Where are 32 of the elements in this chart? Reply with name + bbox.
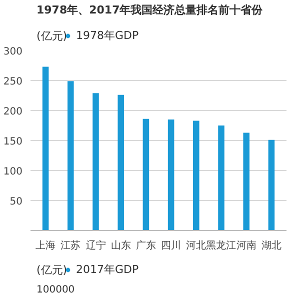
bar bbox=[68, 81, 74, 230]
y-axis-title: (亿元) bbox=[36, 30, 68, 42]
bar bbox=[218, 126, 224, 230]
bar bbox=[42, 66, 49, 230]
bar bbox=[193, 120, 200, 230]
legend-label: 1978年GDP bbox=[76, 28, 139, 43]
x-tick-label: 江苏 bbox=[60, 240, 81, 252]
x-tick-label: 山东 bbox=[110, 240, 131, 252]
x-tick-label: 河南 bbox=[236, 240, 256, 252]
y-tick-label: 250 bbox=[3, 76, 23, 88]
bar bbox=[142, 118, 150, 230]
y-tick-label: 100 bbox=[3, 166, 23, 178]
x-tick-label: 上海 bbox=[36, 240, 56, 252]
x-tick-label: 广东 bbox=[136, 240, 156, 252]
bar bbox=[118, 94, 124, 230]
y-tick-label: 150 bbox=[3, 136, 23, 148]
y-tick-label: 200 bbox=[3, 106, 23, 118]
y-tick-label: 300 bbox=[3, 46, 23, 58]
x-tick-label: 四川 bbox=[161, 240, 182, 252]
bar bbox=[92, 93, 99, 230]
bar bbox=[168, 120, 174, 230]
text: 100000 bbox=[36, 284, 75, 296]
x-tick-label: 湖北 bbox=[261, 240, 282, 252]
bar bbox=[268, 140, 275, 230]
y-tick-label: 50 bbox=[10, 196, 23, 208]
bar bbox=[243, 132, 250, 230]
legend-label: 2017年GDP bbox=[76, 262, 139, 277]
chart-title: 1978年、2017年我国经济总量排名前十省份 bbox=[36, 4, 264, 16]
x-tick-label: 河北 bbox=[186, 240, 206, 252]
text: (亿元) bbox=[36, 264, 68, 276]
x-tick-label: 辽宁 bbox=[86, 240, 106, 252]
x-tick-label: 黑龙江 bbox=[206, 240, 236, 252]
